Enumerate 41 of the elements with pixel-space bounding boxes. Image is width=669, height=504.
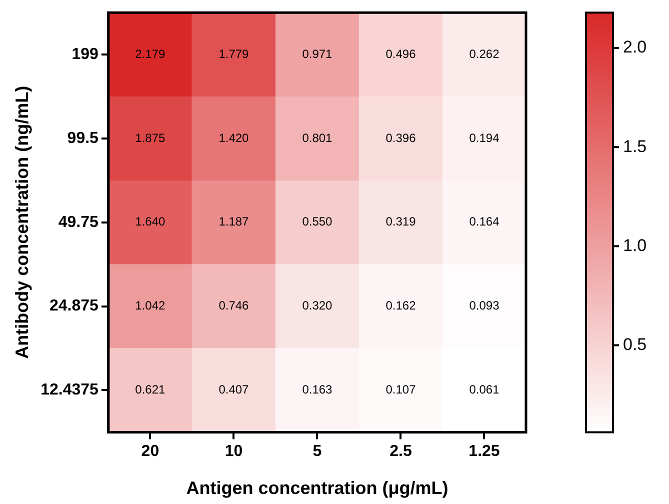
data-label: 0.550 [302,214,333,229]
y-tick-label: 99.5 [67,130,99,147]
color-bar-label: 1.5 [623,136,647,156]
data-label: 1.875 [135,130,166,145]
data-label: 0.407 [218,382,250,397]
data-label: 0.396 [386,130,416,145]
data-label: 0.093 [469,298,500,313]
data-label: 0.320 [302,298,333,313]
data-label: 1.640 [135,214,166,229]
y-tick-label: 12.4375 [40,382,99,399]
data-label: 0.319 [386,214,416,229]
data-label: 0.162 [386,298,416,313]
y-tick-label: 24.875 [50,298,99,315]
data-label: 0.194 [469,130,500,145]
y-tick-label: 49.75 [58,214,99,231]
x-tick-label: 20 [141,443,160,460]
color-bar-label: 0.5 [623,334,647,354]
data-label: 1.779 [218,46,250,61]
data-label: 1.042 [135,298,166,313]
data-label: 0.621 [135,382,166,397]
y-tick-label: 199 [72,46,99,63]
data-label: 0.164 [469,214,500,229]
data-label: 0.061 [469,382,500,397]
color-bar-label: 1.0 [623,236,647,255]
data-label: 0.496 [386,46,416,61]
data-label: 0.746 [218,298,250,313]
x-axis-title: Antigen concentration (μg/mL) [186,478,448,498]
data-label: 0.262 [469,46,500,61]
x-tick-label: 5 [312,443,322,460]
y-axis-title: Antibody concentration (ng/mL) [12,86,32,359]
x-tick-label: 1.25 [468,443,500,460]
data-label: 0.163 [302,382,333,397]
data-label: 1.187 [218,214,250,229]
x-tick-label: 2.5 [390,443,412,460]
x-tick-label: 10 [224,443,243,460]
data-label: 2.179 [135,46,166,61]
data-label: 0.107 [386,382,416,397]
data-label: 1.420 [218,130,250,145]
color-bar-label: 2.0 [623,38,647,57]
data-label: 0.971 [302,46,333,61]
data-label: 0.801 [302,130,333,145]
